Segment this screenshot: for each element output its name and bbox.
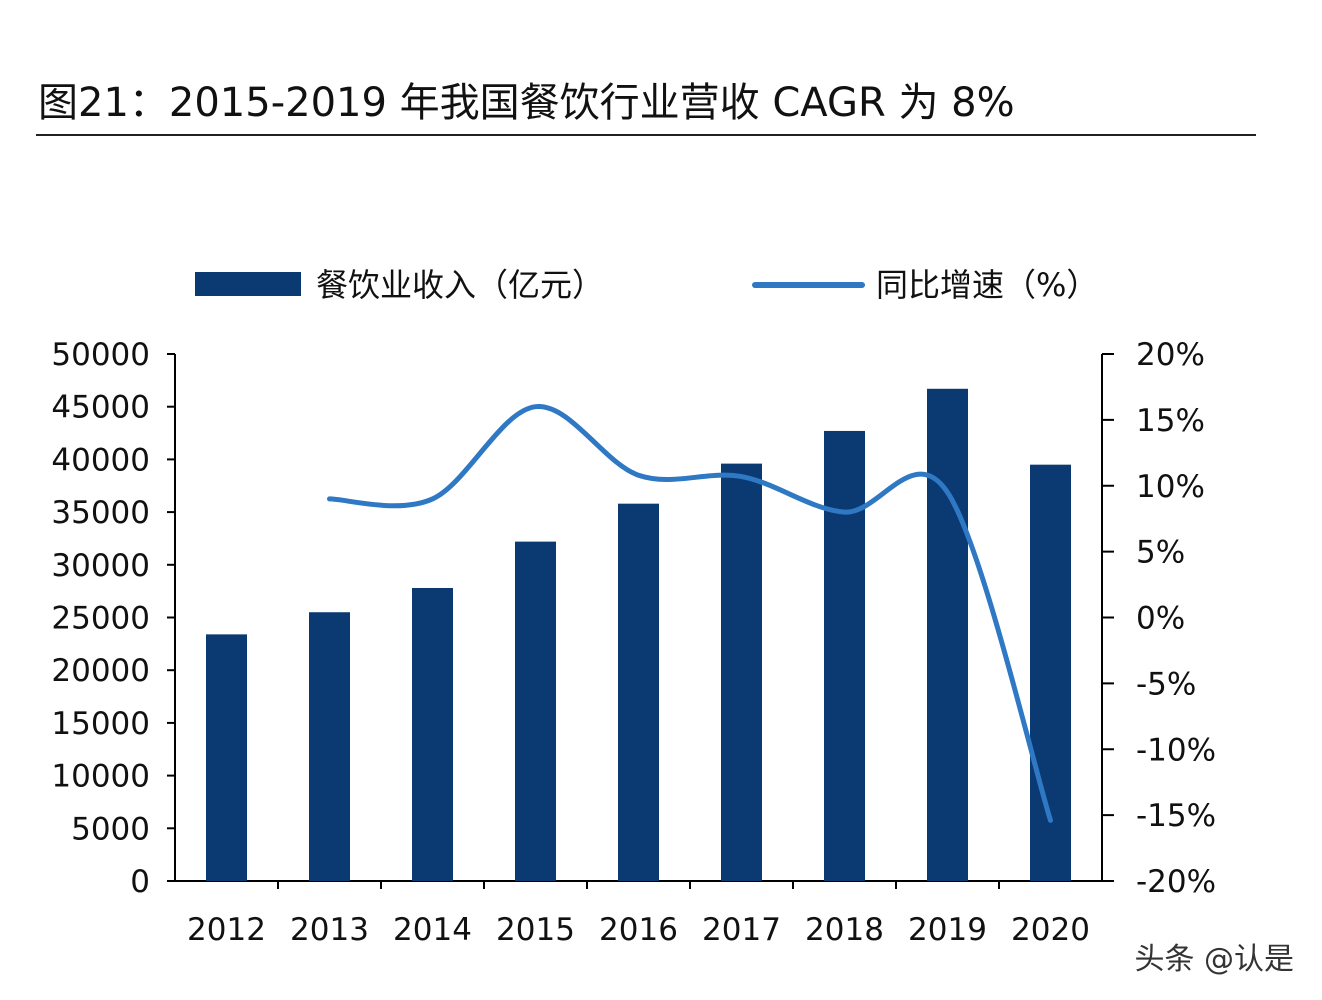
x-axis-tick-label: 2018 [805, 912, 884, 948]
bar-revenue-2020 [1030, 464, 1071, 881]
x-axis-tick-label: 2019 [908, 912, 987, 948]
right-axis-tick-label: 10% [1136, 469, 1205, 505]
x-axis-tick-label: 2015 [496, 912, 575, 948]
x-axis-tick-label: 2020 [1011, 912, 1090, 948]
bar-revenue-2014 [412, 587, 453, 881]
right-axis-tick-label: 15% [1136, 403, 1205, 439]
right-axis-tick-label: 20% [1136, 337, 1205, 373]
legend-bar-swatch [195, 272, 301, 296]
right-axis-tick-label: -10% [1136, 732, 1216, 768]
bar-revenue-2019 [927, 388, 968, 881]
growth-rate-line [327, 404, 1053, 823]
title-divider [36, 134, 1256, 136]
x-axis-tick-label: 2017 [702, 912, 781, 948]
left-axis-tick-label: 15000 [51, 706, 150, 742]
right-axis-tick-label: 0% [1136, 601, 1185, 637]
left-axis-tick-label: 5000 [71, 811, 150, 847]
x-axis-tick-label: 2016 [599, 912, 678, 948]
bar-revenue-2015 [515, 541, 556, 881]
left-axis-tick-label: 30000 [51, 548, 150, 584]
left-axis-tick-label: 40000 [51, 442, 150, 478]
left-axis-tick-label: 50000 [51, 337, 150, 373]
bar-revenue-2013 [309, 612, 350, 881]
chart-title: 图21：2015-2019 年我国餐饮行业营收 CAGR 为 8% [38, 80, 1015, 126]
left-axis-tick-label: 35000 [51, 495, 150, 531]
bar-revenue-2018 [824, 430, 865, 881]
left-axis-tick-label: 10000 [51, 759, 150, 795]
watermark: 头条 @认是 [1134, 942, 1294, 977]
legend-line-label: 同比增速（%） [876, 266, 1098, 304]
bar-revenue-2017 [721, 463, 762, 881]
left-axis-tick-label: 20000 [51, 653, 150, 689]
left-axis-tick-label: 0 [130, 864, 150, 900]
right-axis-tick-label: -5% [1136, 666, 1196, 702]
bar-revenue-2016 [618, 503, 659, 881]
right-axis-tick-label: 5% [1136, 535, 1185, 571]
right-axis-tick-label: -20% [1136, 864, 1216, 900]
left-axis-tick-label: 45000 [51, 390, 150, 426]
x-axis-tick-label: 2012 [187, 912, 266, 948]
right-axis-tick-label: -15% [1136, 798, 1216, 834]
x-axis-tick-label: 2014 [393, 912, 472, 948]
bar-revenue-2012 [206, 634, 247, 881]
legend-bar-label: 餐饮业收入（亿元） [316, 266, 604, 304]
x-axis-tick-label: 2013 [290, 912, 369, 948]
left-axis-tick-label: 25000 [51, 601, 150, 637]
